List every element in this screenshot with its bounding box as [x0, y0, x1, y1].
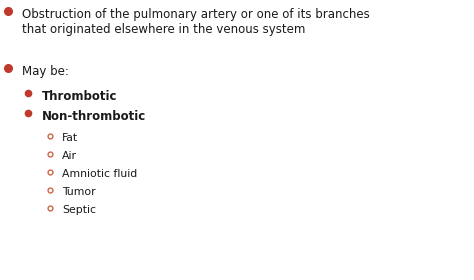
Text: Obstruction of the pulmonary artery or one of its branches
that originated elsew: Obstruction of the pulmonary artery or o…	[22, 8, 370, 36]
Text: Air: Air	[62, 151, 77, 161]
Text: Septic: Septic	[62, 205, 96, 215]
Text: Fat: Fat	[62, 133, 78, 143]
Text: Amniotic fluid: Amniotic fluid	[62, 169, 137, 179]
Text: May be:: May be:	[22, 65, 69, 78]
Text: Non-thrombotic: Non-thrombotic	[42, 110, 146, 123]
Text: Thrombotic: Thrombotic	[42, 90, 118, 103]
Text: Tumor: Tumor	[62, 187, 96, 197]
